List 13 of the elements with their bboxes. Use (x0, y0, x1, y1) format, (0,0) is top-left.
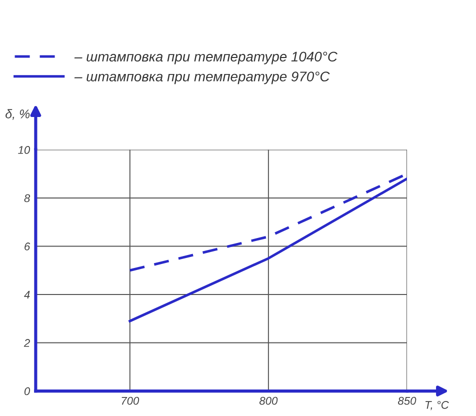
y-tick-label: 4 (24, 290, 30, 299)
y-tick-label: 8 (24, 194, 30, 202)
x-tick-label: 850 (398, 396, 416, 405)
x-tick-label: 800 (259, 396, 278, 405)
y-axis-title: δ, % (6, 109, 30, 120)
x-tick-label: 700 (122, 396, 140, 405)
legend-label: – штамповка при температуре 1040°С (74, 52, 338, 64)
y-tick-label: 10 (18, 146, 30, 154)
y-tick-label: 0 (24, 387, 30, 396)
y-tick-label: 6 (24, 242, 30, 250)
y-tick-label: 2 (24, 339, 30, 347)
legend-label: – штамповка при температуре 970°С (74, 72, 330, 84)
x-axis-title: T, °C (425, 400, 449, 410)
